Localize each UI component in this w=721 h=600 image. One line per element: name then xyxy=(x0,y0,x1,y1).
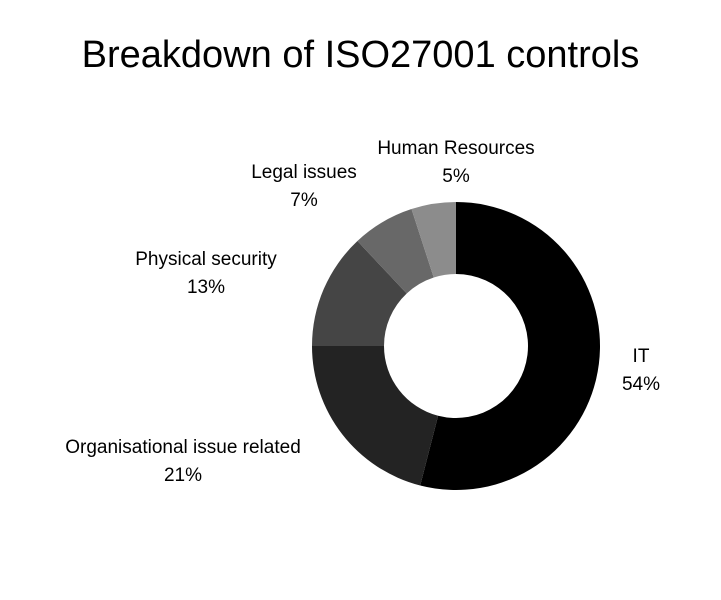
slice-human-resources xyxy=(411,202,456,278)
slice-it xyxy=(420,202,600,490)
slice-label-organisational-issue-related: Organisational issue related xyxy=(65,437,301,458)
slice-label-it: IT xyxy=(633,346,650,367)
chart-title: Breakdown of ISO27001 controls xyxy=(81,34,640,76)
slice-value-it: 54% xyxy=(622,374,660,395)
slice-legal-issues xyxy=(357,209,434,294)
slice-label-legal-issues: Legal issues xyxy=(251,162,357,183)
slice-value-physical-security: 13% xyxy=(187,277,225,298)
slice-value-organisational-issue-related: 21% xyxy=(164,465,202,486)
slice-physical-security xyxy=(312,241,407,346)
slice-value-human-resources: 5% xyxy=(442,166,470,187)
slice-value-legal-issues: 7% xyxy=(290,190,318,211)
slice-organisational-issue-related xyxy=(312,346,439,486)
slice-label-physical-security: Physical security xyxy=(135,249,277,270)
slice-label-human-resources: Human Resources xyxy=(377,138,534,159)
